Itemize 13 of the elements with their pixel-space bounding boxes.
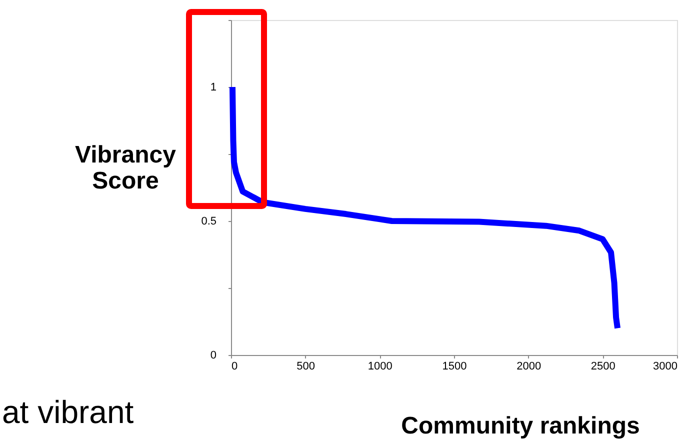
y-tick-label: 0 <box>210 350 216 362</box>
x-tick-label: 3000 <box>653 360 678 372</box>
x-tick-label: 500 <box>296 360 316 372</box>
x-axis-title: Community rankings <box>401 412 640 440</box>
x-tick-label: 2500 <box>590 360 616 372</box>
y-tick-label: 1 <box>210 82 216 94</box>
x-tick-label: 2000 <box>516 360 542 372</box>
x-tick-label: 1000 <box>368 360 392 372</box>
y-axis-title: Vibrancy Score <box>75 142 177 194</box>
x-tick-label: 0 <box>232 360 238 372</box>
x-tick-label: 1500 <box>442 360 467 372</box>
y-tick-label: 0.5 <box>201 216 216 228</box>
text: at vibrant <box>2 394 134 430</box>
